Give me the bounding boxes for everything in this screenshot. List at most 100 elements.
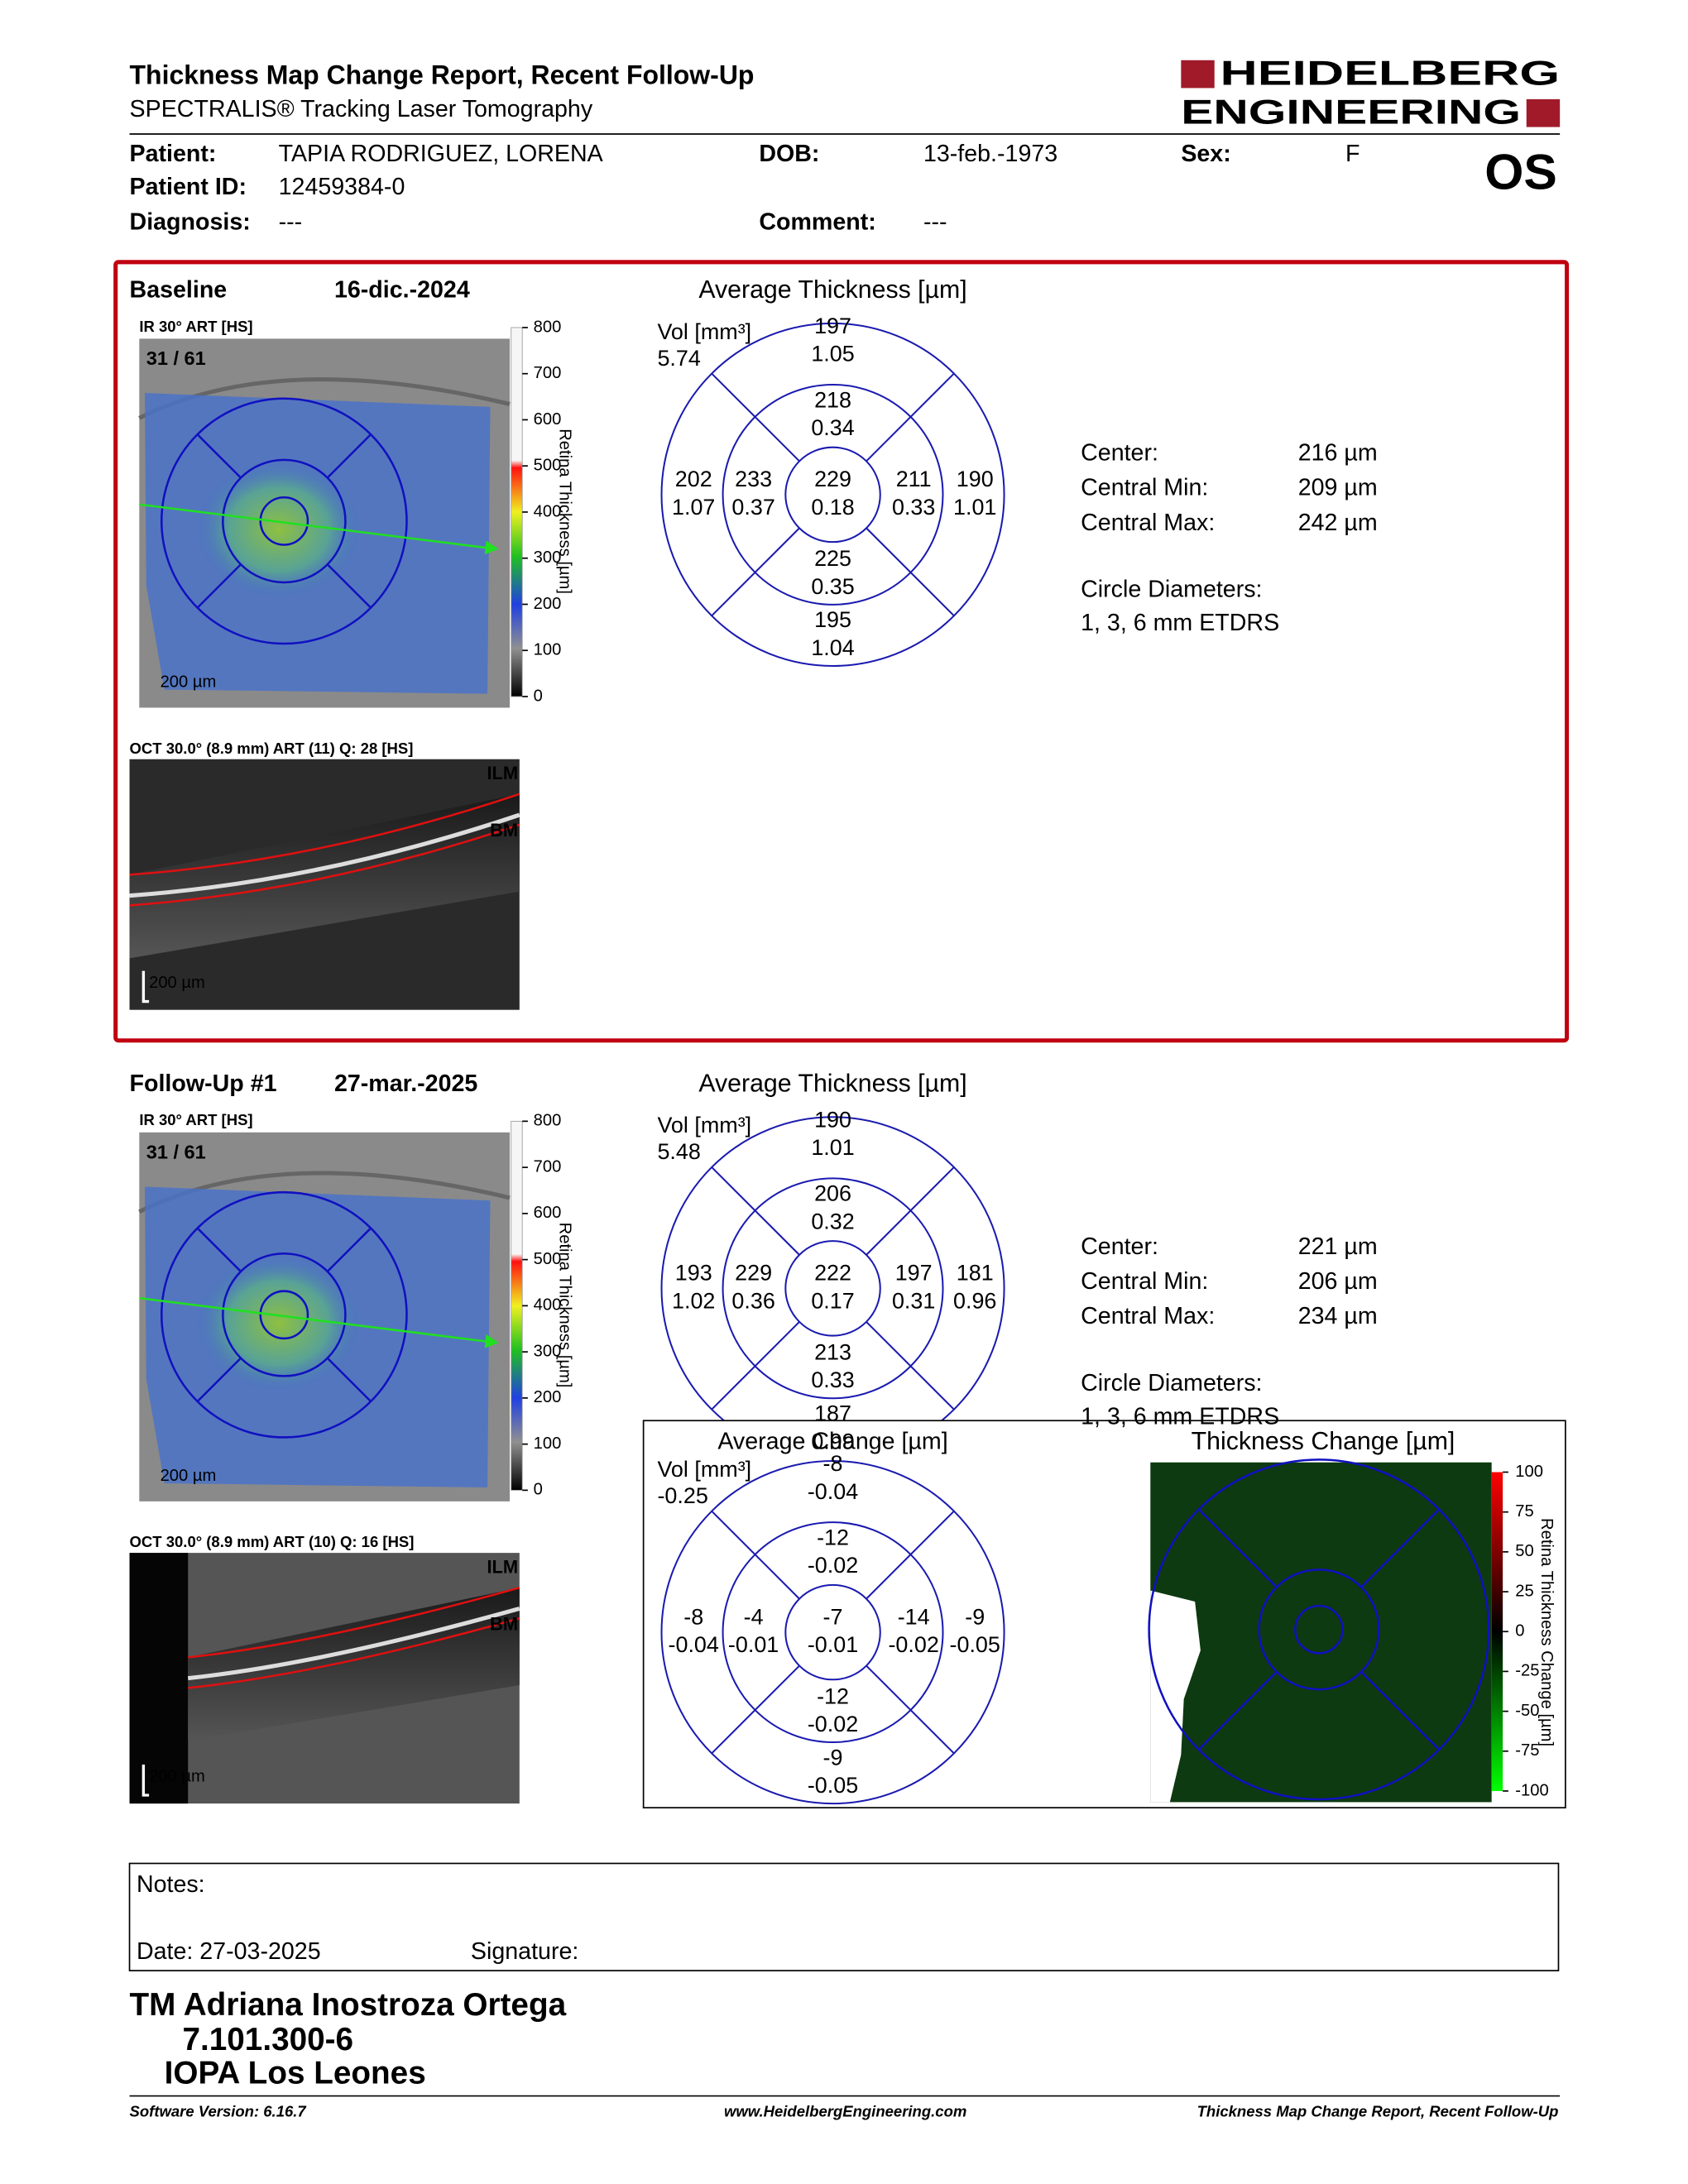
sector-volume: 1.04: [811, 635, 854, 660]
sector-volume: 1.01: [953, 495, 996, 520]
colorbar-tick-label: 400: [534, 502, 562, 520]
colorbar: [511, 1120, 523, 1491]
stat-value: 221 µm: [1298, 1233, 1378, 1260]
patient-field: Sex:: [1181, 141, 1230, 167]
map-title: Average Thickness [µm]: [698, 276, 966, 304]
etdrs-divider: [866, 1166, 955, 1256]
macula-overlay: [194, 459, 362, 600]
sector-volume: 0.36: [731, 1288, 774, 1313]
etdrs-ring: [784, 1240, 881, 1337]
sector-volume: 0.35: [811, 574, 854, 599]
report-subtitle: SPECTRALIS® Tracking Laser Tomography: [130, 96, 593, 122]
sector-thickness: 190: [957, 467, 994, 491]
volume-total: -0.25: [657, 1483, 707, 1508]
patient-field: F: [1345, 141, 1360, 167]
colorbar-tick-label: 700: [534, 1157, 562, 1176]
sector-volume: 1.01: [811, 1135, 854, 1160]
stat-value: 216 µm: [1298, 440, 1378, 467]
change-colorbar-tick-label: 0: [1515, 1622, 1524, 1640]
change-divider: [1360, 1508, 1441, 1588]
patient-field: ---: [923, 208, 947, 235]
stat-value: 209 µm: [1298, 475, 1378, 501]
colorbar-tick-label: 100: [534, 1434, 562, 1453]
exam-label: Baseline: [130, 277, 228, 304]
colorbar-tick-label: 600: [534, 1204, 562, 1222]
sector-thickness: 197: [814, 314, 851, 338]
sector-thickness: 181: [957, 1261, 994, 1286]
change-ring: [1258, 1569, 1380, 1691]
fundus-divider: [196, 1357, 242, 1402]
oct-ilm-label: ILM: [487, 763, 518, 783]
sector-volume: -0.02: [888, 1632, 938, 1657]
change-colorbar-tick-label: 50: [1515, 1542, 1533, 1560]
volume-total: 5.74: [657, 346, 700, 371]
etdrs-ring: [660, 322, 1005, 667]
fundus-ring: [160, 1190, 408, 1439]
signature-line: 7.101.300-6: [182, 2022, 353, 2057]
fundus-ring: [222, 1252, 347, 1377]
change-mask: [1150, 1590, 1201, 1803]
fundus-divider: [196, 433, 242, 479]
sector-volume: -0.02: [808, 1553, 858, 1578]
colorbar-tick-label: 300: [534, 1342, 562, 1360]
exam-date: 27-mar.-2025: [334, 1070, 477, 1097]
colorbar-tick-label: 200: [534, 1388, 562, 1406]
sector-thickness: 202: [675, 467, 712, 491]
colorbar-tick-label: 700: [534, 364, 562, 382]
fundus-ring: [259, 496, 309, 546]
eye: OS: [1484, 143, 1557, 199]
sector-volume: 1.07: [672, 495, 715, 520]
oct-ilm: [188, 1586, 520, 1659]
etdrs-divider: [711, 1664, 800, 1755]
oct-tissue: [188, 1588, 520, 1741]
sector-volume: 0.17: [811, 1288, 854, 1313]
oct-bm: [188, 1617, 520, 1689]
etdrs-divider: [866, 1510, 955, 1600]
sector-volume: 0.33: [892, 495, 935, 520]
sector-volume: 1.05: [811, 342, 854, 366]
stat-value: 206 µm: [1298, 1268, 1378, 1295]
exam-date: 16-dic.-2024: [334, 277, 470, 304]
oct-edge: [129, 1553, 189, 1804]
change-colorbar-tick-label: -75: [1515, 1741, 1539, 1760]
logo-block: [1181, 60, 1215, 89]
sector-volume: 0.96: [953, 1288, 996, 1313]
notes-box: [128, 1862, 1560, 1971]
sector-volume: -0.01: [808, 1632, 858, 1657]
oct-scale-label: 200 µm: [149, 974, 205, 992]
sector-thickness: 233: [735, 467, 772, 491]
sector-thickness: 197: [895, 1261, 933, 1286]
patient-field: 12459384-0: [279, 174, 405, 200]
sector-volume: -0.04: [808, 1479, 858, 1504]
fundus-divider: [326, 1227, 372, 1272]
oct-ilm-label: ILM: [487, 1556, 518, 1577]
notes-date: Date: 27-03-2025: [137, 1938, 321, 1965]
colorbar: [511, 327, 523, 697]
patient-field: Patient ID:: [130, 174, 247, 200]
etdrs-ring: [784, 446, 881, 544]
sector-volume: -0.04: [669, 1632, 719, 1657]
diam-value: 1, 3, 6 mm ETDRS: [1081, 610, 1279, 636]
sector-thickness: 229: [814, 467, 851, 491]
baseline-frame: [113, 260, 1570, 1043]
ir-label: IR 30° ART [HS]: [139, 1111, 252, 1128]
sector-volume: -0.05: [808, 1773, 858, 1798]
patient-field: Diagnosis:: [130, 208, 251, 235]
change-colorbar-tick-label: -100: [1515, 1781, 1548, 1799]
scale-bar-label: 200 µm: [161, 673, 217, 691]
colorbar-tick-label: 800: [534, 318, 562, 336]
sector-thickness: 222: [814, 1261, 851, 1286]
sector-thickness: 190: [814, 1107, 851, 1132]
sector-thickness: 195: [814, 607, 851, 632]
sector-thickness: 218: [814, 387, 851, 412]
colorbar-title: Retina Thickness [µm]: [555, 1223, 573, 1388]
etdrs-ring: [722, 1177, 944, 1400]
change-colorbar-tick-label: -25: [1515, 1662, 1539, 1680]
patient-field: Patient:: [130, 141, 217, 167]
frame-counter: 31 / 61: [146, 347, 206, 369]
sector-volume: 0.31: [892, 1288, 935, 1313]
oct-tissue: [129, 793, 520, 959]
sector-thickness: -4: [744, 1604, 764, 1629]
stat-label: Central Min:: [1081, 1268, 1208, 1295]
sector-volume: 0.37: [731, 495, 774, 520]
